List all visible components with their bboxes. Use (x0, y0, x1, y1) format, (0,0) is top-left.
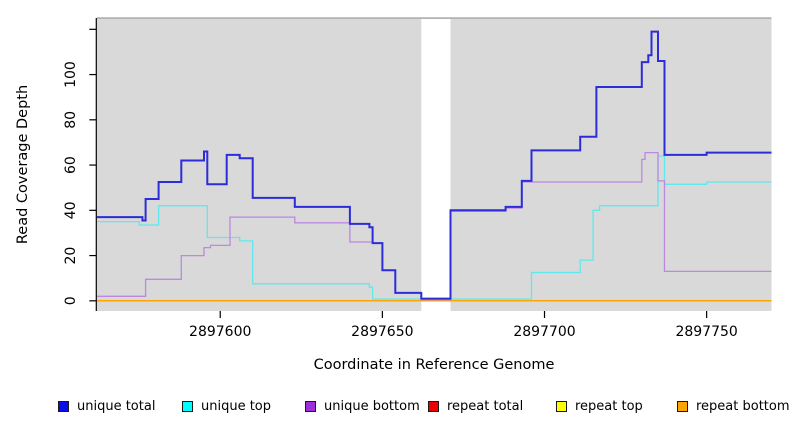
x-axis-title: Coordinate in Reference Genome (314, 357, 555, 373)
legend-swatch (677, 400, 688, 412)
y-tick-label: 80 (63, 111, 79, 129)
legend-item-repeat-total: repeat total (428, 397, 523, 415)
y-tick-label: 100 (63, 61, 79, 88)
x-tick-label: 2897650 (351, 324, 413, 340)
y-tick-label: 40 (63, 201, 79, 219)
y-tick-label: 60 (63, 156, 79, 174)
legend-label: repeat bottom (696, 398, 790, 414)
legend-item-unique-top: unique top (182, 397, 271, 415)
y-axis-title: Read Coverage Depth (15, 85, 31, 244)
x-tick-label: 2897750 (675, 324, 737, 340)
x-tick-label: 2897700 (513, 324, 575, 340)
legend-item-repeat-bottom: repeat bottom (677, 397, 790, 415)
legend: unique total unique top unique bottom repea… (0, 397, 792, 421)
series-line-unique-top (97, 155, 772, 300)
legend-swatch (556, 400, 567, 412)
legend-swatch (182, 400, 193, 412)
legend-item-repeat-top: repeat top (556, 397, 643, 415)
legend-label: repeat total (447, 398, 524, 414)
x-tick-label: 2897600 (189, 324, 251, 340)
chart-svg: 0 20 40 60 80 100 2897600 2897650 2897700 2897750… (15, 17, 772, 373)
legend-swatch (428, 400, 439, 412)
series-line-unique-total (97, 30, 772, 300)
legend-item-unique-total: unique total (58, 397, 155, 415)
legend-swatch (305, 400, 316, 412)
y-tick-label: 20 (63, 247, 79, 265)
legend-swatch (58, 400, 69, 412)
legend-item-unique-bottom: unique bottom (305, 397, 420, 415)
y-tick-label: 0 (63, 296, 79, 305)
coverage-plot: 0 20 40 60 80 100 2897600 2897650 2897700 2897750… (15, 17, 772, 373)
legend-label: unique total (77, 398, 156, 414)
legend-label: unique bottom (324, 398, 420, 414)
gap-band (421, 19, 451, 311)
legend-label: unique top (201, 398, 272, 414)
legend-label: repeat top (575, 398, 643, 414)
